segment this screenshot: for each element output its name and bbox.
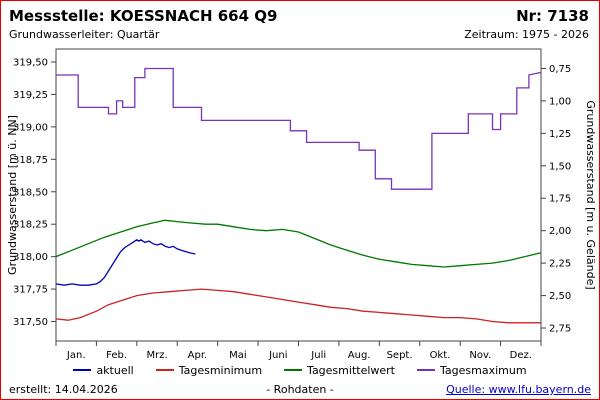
legend-label-Tagesmittelwert: Tagesmittelwert <box>307 363 395 377</box>
raw-data-label: - Rohdaten - <box>266 383 334 396</box>
aquifer-label: Grundwasserleiter: Quartär <box>9 28 160 41</box>
series-Tagesmaximum-line <box>56 67 542 190</box>
legend-item-Tagesmaximum: Tagesmaximum <box>417 364 527 377</box>
created-date-label: erstellt: 14.04.2026 <box>9 383 118 396</box>
left-axis-tick-label: 317,50 <box>13 317 48 328</box>
x-axis-month-label: Mrz. <box>146 350 167 361</box>
legend-swatch-Tagesmaximum <box>417 369 435 371</box>
right-axis-tick-label: 2,50 <box>549 291 571 302</box>
series-aktuell-line <box>55 239 196 286</box>
left-axis-tick-label: 318,50 <box>13 187 48 198</box>
legend-label-aktuell: aktuell <box>96 363 134 377</box>
left-axis-tick-label: 317,75 <box>13 285 48 296</box>
legend-label-Tagesminimum: Tagesminimum <box>178 363 263 377</box>
legend-item-aktuell: aktuell <box>73 363 134 377</box>
right-axis-tick-label: 1,75 <box>549 194 571 205</box>
x-axis-month-label: Jan. <box>66 350 86 361</box>
station-number: Nr: 7138 <box>516 7 589 25</box>
right-axis-tick-label: 0,75 <box>549 64 571 75</box>
left-axis-title: Grundwasserstand [m ü. NN] <box>6 115 19 275</box>
x-axis-month-label: Aug. <box>348 350 371 361</box>
left-axis-tick-label: 319,25 <box>13 90 48 101</box>
left-axis-tick-label: 319,50 <box>13 57 48 68</box>
right-axis-tick-label: 2,25 <box>549 259 571 270</box>
x-axis-month-label: Dez. <box>510 350 532 361</box>
x-axis-month-label: Mai <box>229 350 247 361</box>
source-link[interactable]: Quelle: www.lfu.bayern.de <box>446 383 591 396</box>
legend-swatch-Tagesmittelwert <box>284 369 303 371</box>
right-axis-tick-label: 1,00 <box>549 96 571 107</box>
legend-item-Tagesmittelwert: Tagesmittelwert <box>284 364 395 377</box>
legend-label-Tagesmaximum: Tagesmaximum <box>440 363 527 377</box>
right-axis-tick-label: 1,50 <box>549 161 571 172</box>
left-axis-tick-label: 318,75 <box>13 155 48 166</box>
x-axis-month-label: Nov. <box>469 350 491 361</box>
right-axis-title: Grundwasserstand [m u. Gelände] <box>584 100 597 289</box>
x-axis-month-label: Juni <box>268 350 287 361</box>
legend-swatch-Tagesminimum <box>155 369 174 371</box>
right-axis-tick-label: 2,75 <box>549 324 571 335</box>
page-title: Messstelle: KOESSNACH 664 Q9 <box>9 7 278 25</box>
series-Tagesmittelwert-line <box>55 219 542 268</box>
period-label: Zeitraum: 1975 - 2026 <box>464 28 589 41</box>
chart-legend: aktuell Tagesminimum Tagesmittelwert Tagesm… <box>1 361 599 379</box>
x-axis-month-label: Okt. <box>430 350 451 361</box>
legend-item-Tagesminimum: Tagesminimum <box>155 363 263 377</box>
legend-swatch-aktuell <box>73 369 92 371</box>
x-axis-month-label: Feb. <box>106 350 127 361</box>
plot-area <box>55 48 542 342</box>
left-axis-tick-label: 319,00 <box>13 122 48 133</box>
x-axis-month-label: Juli <box>310 350 326 361</box>
right-axis-tick-label: 2,00 <box>549 226 571 237</box>
left-axis-tick-label: 318,00 <box>13 252 48 263</box>
x-axis-month-label: Apr. <box>188 350 208 361</box>
series-Tagesminimum-line <box>55 288 541 324</box>
x-axis-month-label: Sept. <box>387 350 413 361</box>
left-axis-tick-label: 318,25 <box>13 220 48 231</box>
right-axis-tick-label: 1,25 <box>549 129 571 140</box>
